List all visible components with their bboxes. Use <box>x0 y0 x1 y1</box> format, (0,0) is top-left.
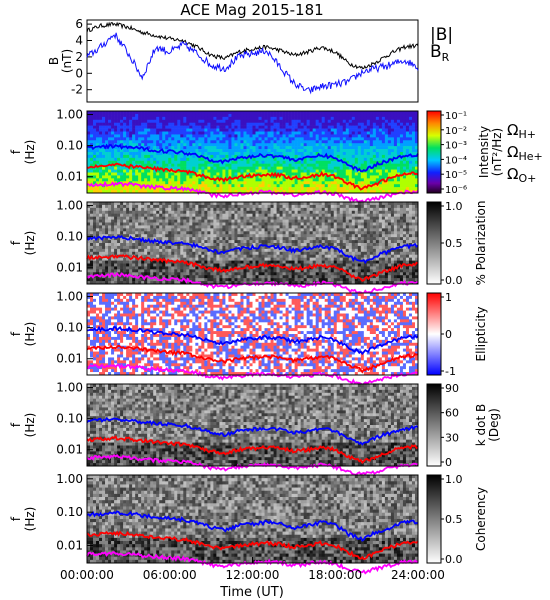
x-tick-label: 24:00:00 <box>391 568 445 582</box>
power-colorbar-unit: (nT²/Hz) <box>490 128 504 176</box>
polarization-colorbar-tick-label: 1.0 <box>445 200 463 213</box>
kdotb-colorbar-tick-label: 60 <box>445 407 459 420</box>
polarization-panel: 1.00 0.10 0.01 f (Hz) 1.0 0.5 0.0 % Polarization <box>9 199 488 294</box>
field-y-tick-label: 2 <box>75 50 83 64</box>
power-colorbar-label: Intensity <box>477 126 491 178</box>
kdotb-y-tick-label: 0.01 <box>56 443 83 457</box>
coherency-y-tick-label: 1.00 <box>56 472 83 486</box>
ellipticity-y-label: f <box>9 331 23 336</box>
power-panel: 1.00 0.10 0.01 f (Hz) 10⁻¹ 10⁻² 10⁻³ 10⁻⁴ 10⁻⁵ 10⁻… <box>9 108 543 203</box>
power-colorbar-tick-label: 10⁻¹ <box>445 111 467 122</box>
ellipticity-colorbar-tick-label: 1 <box>445 291 452 304</box>
x-tick-label: 00:00:00 <box>60 568 114 582</box>
power-colorbar-tick-label: 10⁻³ <box>445 141 467 152</box>
kdotb-colorbar-tick-label: 90 <box>445 382 459 395</box>
field-y-tick-label: 6 <box>75 17 83 31</box>
power-y-tick-label: 1.00 <box>56 108 83 122</box>
ellipticity-y-unit: (Hz) <box>23 322 37 347</box>
field-y-tick-label: 4 <box>75 34 83 48</box>
kdotb-colorbar-tick-label: 30 <box>445 431 459 444</box>
kdotb-y-tick-label: 1.00 <box>56 381 83 395</box>
field-legend-entry: BR <box>430 42 450 64</box>
gyro-legend-entry: ΩH+ <box>507 121 536 141</box>
ellipticity-colorbar-tick-label: 0 <box>445 328 452 341</box>
polarization-y-unit: (Hz) <box>23 231 37 256</box>
power-y-tick-label: 0.10 <box>56 139 83 153</box>
ellipticity-colorbar-label: Ellipticity <box>474 307 488 362</box>
coherency-colorbar-tick-label: 0.0 <box>445 553 463 566</box>
ellipticity-panel: 1.00 0.10 0.01 f (Hz) 1 0 -1 Ellipticity <box>9 290 488 385</box>
coherency-y-tick-label: 0.10 <box>56 505 83 519</box>
ellipticity-colorbar <box>427 293 441 375</box>
gyro-legend-entry: ΩHe+ <box>507 143 543 163</box>
power-y-tick-label: 0.01 <box>56 170 83 184</box>
kdotb-panel: 1.00 0.10 0.01 f (Hz) 90 60 30 0 k dot B (Deg) <box>9 381 501 475</box>
polarization-y-tick-label: 1.00 <box>56 199 83 213</box>
coherency-colorbar-tick-label: 0.5 <box>445 513 463 526</box>
ellipticity-y-tick-label: 0.10 <box>56 321 83 335</box>
kdotb-colorbar-label: k dot B <box>474 404 488 446</box>
coherency-colorbar-tick-label: 1.0 <box>445 473 463 486</box>
kdotb-colorbar-tick-label: 0 <box>445 456 452 469</box>
x-tick-label: 12:00:00 <box>226 568 280 582</box>
kdotb-y-tick-label: 0.10 <box>56 412 83 426</box>
ellipticity-y-tick-label: 0.01 <box>56 352 83 366</box>
field-frame <box>87 20 418 102</box>
gyro-legend-entry: ΩO+ <box>507 165 536 185</box>
polarization-colorbar-tick-label: 0.0 <box>445 274 463 287</box>
power-colorbar-tick-label: 10⁻⁴ <box>445 155 467 166</box>
power-colorbar <box>427 111 441 193</box>
power-y-label: f <box>9 149 23 154</box>
power-y-unit: (Hz) <box>23 140 37 165</box>
polarization-colorbar-tick-label: 0.5 <box>445 237 463 250</box>
x-tick-label: 06:00:00 <box>143 568 197 582</box>
field-y-label: B <box>47 57 61 65</box>
chart-title: ACE Mag 2015-181 <box>180 1 323 19</box>
polarization-colorbar <box>427 202 441 284</box>
coherency-colorbar <box>427 475 441 563</box>
field-y-unit: (nT) <box>60 49 74 73</box>
coherency-colorbar-label: Coherency <box>474 487 488 551</box>
x-tick-label: 18:00:00 <box>308 568 362 582</box>
kdotb-y-unit: (Hz) <box>23 413 37 438</box>
kdotb-colorbar-unit: (Deg) <box>487 408 501 442</box>
coherency-y-label: f <box>9 516 23 521</box>
polarization-colorbar-label: % Polarization <box>474 201 488 286</box>
power-colorbar-tick-label: 10⁻² <box>445 126 467 137</box>
kdotb-y-label: f <box>9 422 23 427</box>
ellipticity-y-tick-label: 1.00 <box>56 290 83 304</box>
coherency-y-tick-label: 0.01 <box>56 539 83 553</box>
power-colorbar-tick-label: 10⁻⁶ <box>445 185 467 196</box>
x-axis-label: Time (UT) <box>219 585 284 600</box>
power-colorbar-tick-label: 10⁻⁵ <box>445 170 467 181</box>
kdotb-colorbar <box>427 384 441 466</box>
coherency-panel: 1.00 0.10 0.01 f (Hz) 1.0 0.5 0.0 Coherency <box>9 472 488 573</box>
field-y-tick-label: -2 <box>71 83 83 97</box>
polarization-y-label: f <box>9 240 23 245</box>
coherency-y-unit: (Hz) <box>23 507 37 532</box>
field-y-tick-label: 0 <box>75 66 83 80</box>
ellipticity-colorbar-tick-label: -1 <box>445 365 456 378</box>
polarization-y-tick-label: 0.01 <box>56 261 83 275</box>
polarization-y-tick-label: 0.10 <box>56 230 83 244</box>
